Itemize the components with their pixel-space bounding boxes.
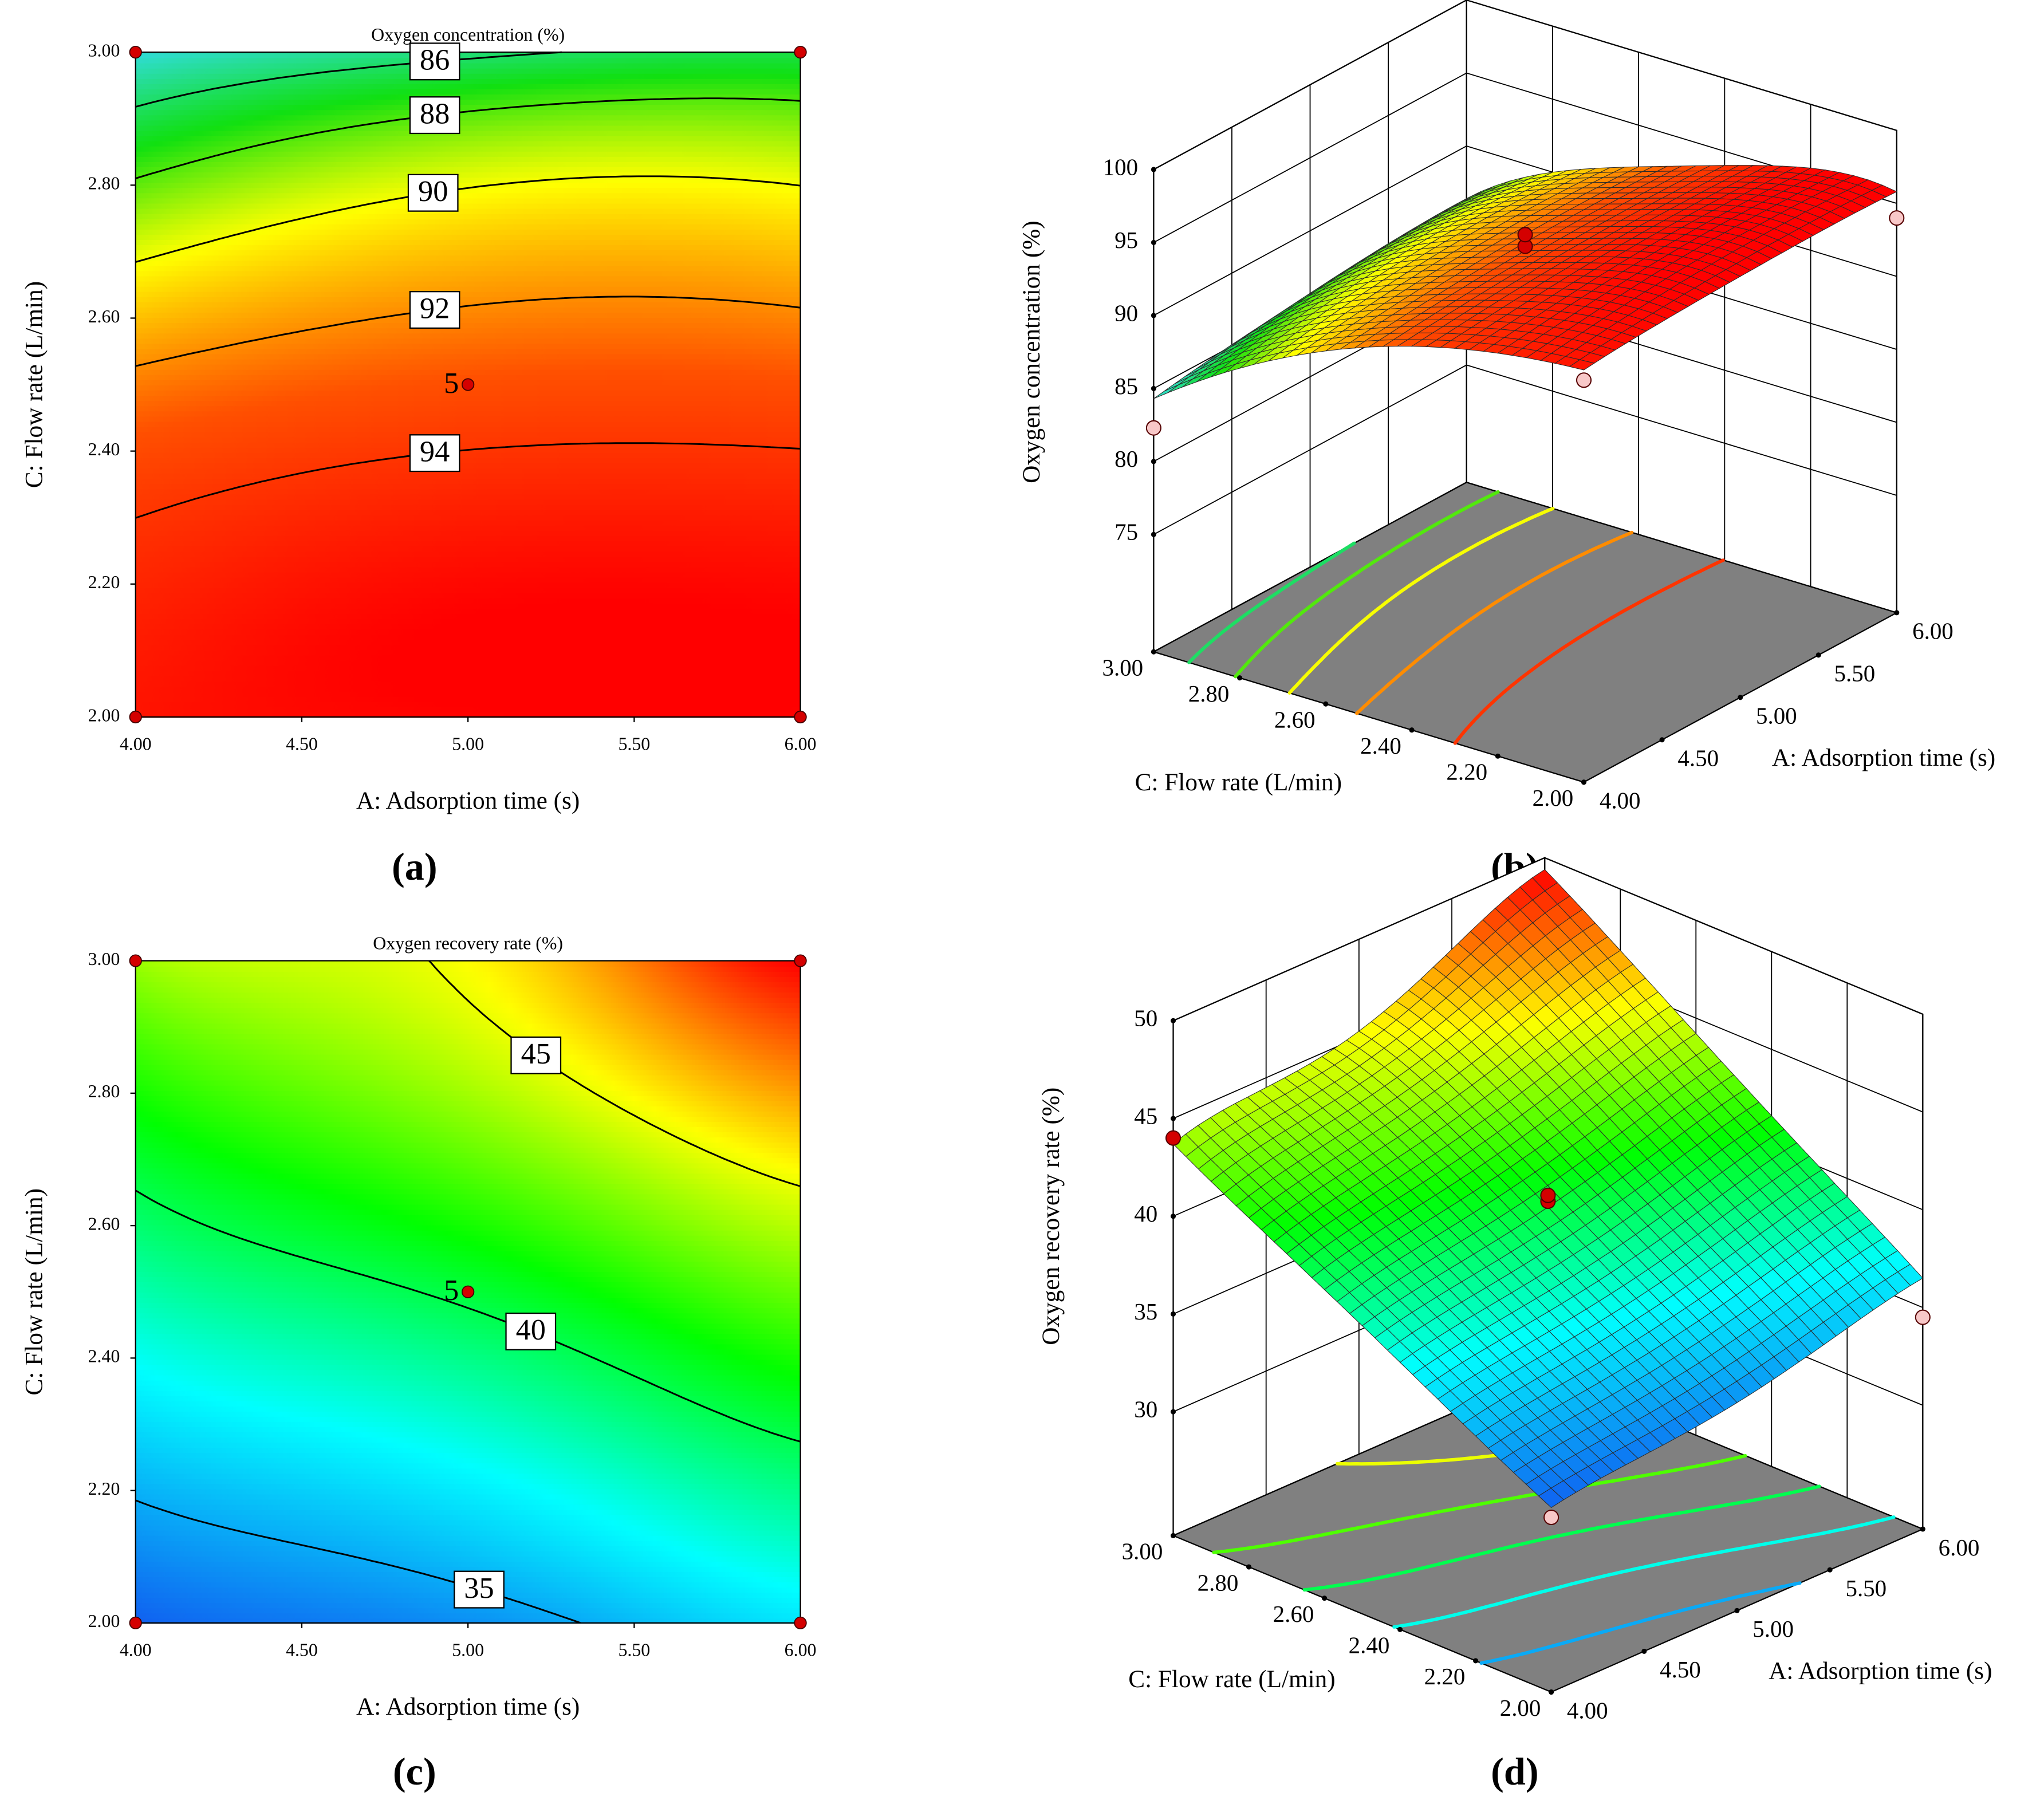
page: {"chart_data": [ {"type": "contour", "pa… xyxy=(20,0,1996,1793)
